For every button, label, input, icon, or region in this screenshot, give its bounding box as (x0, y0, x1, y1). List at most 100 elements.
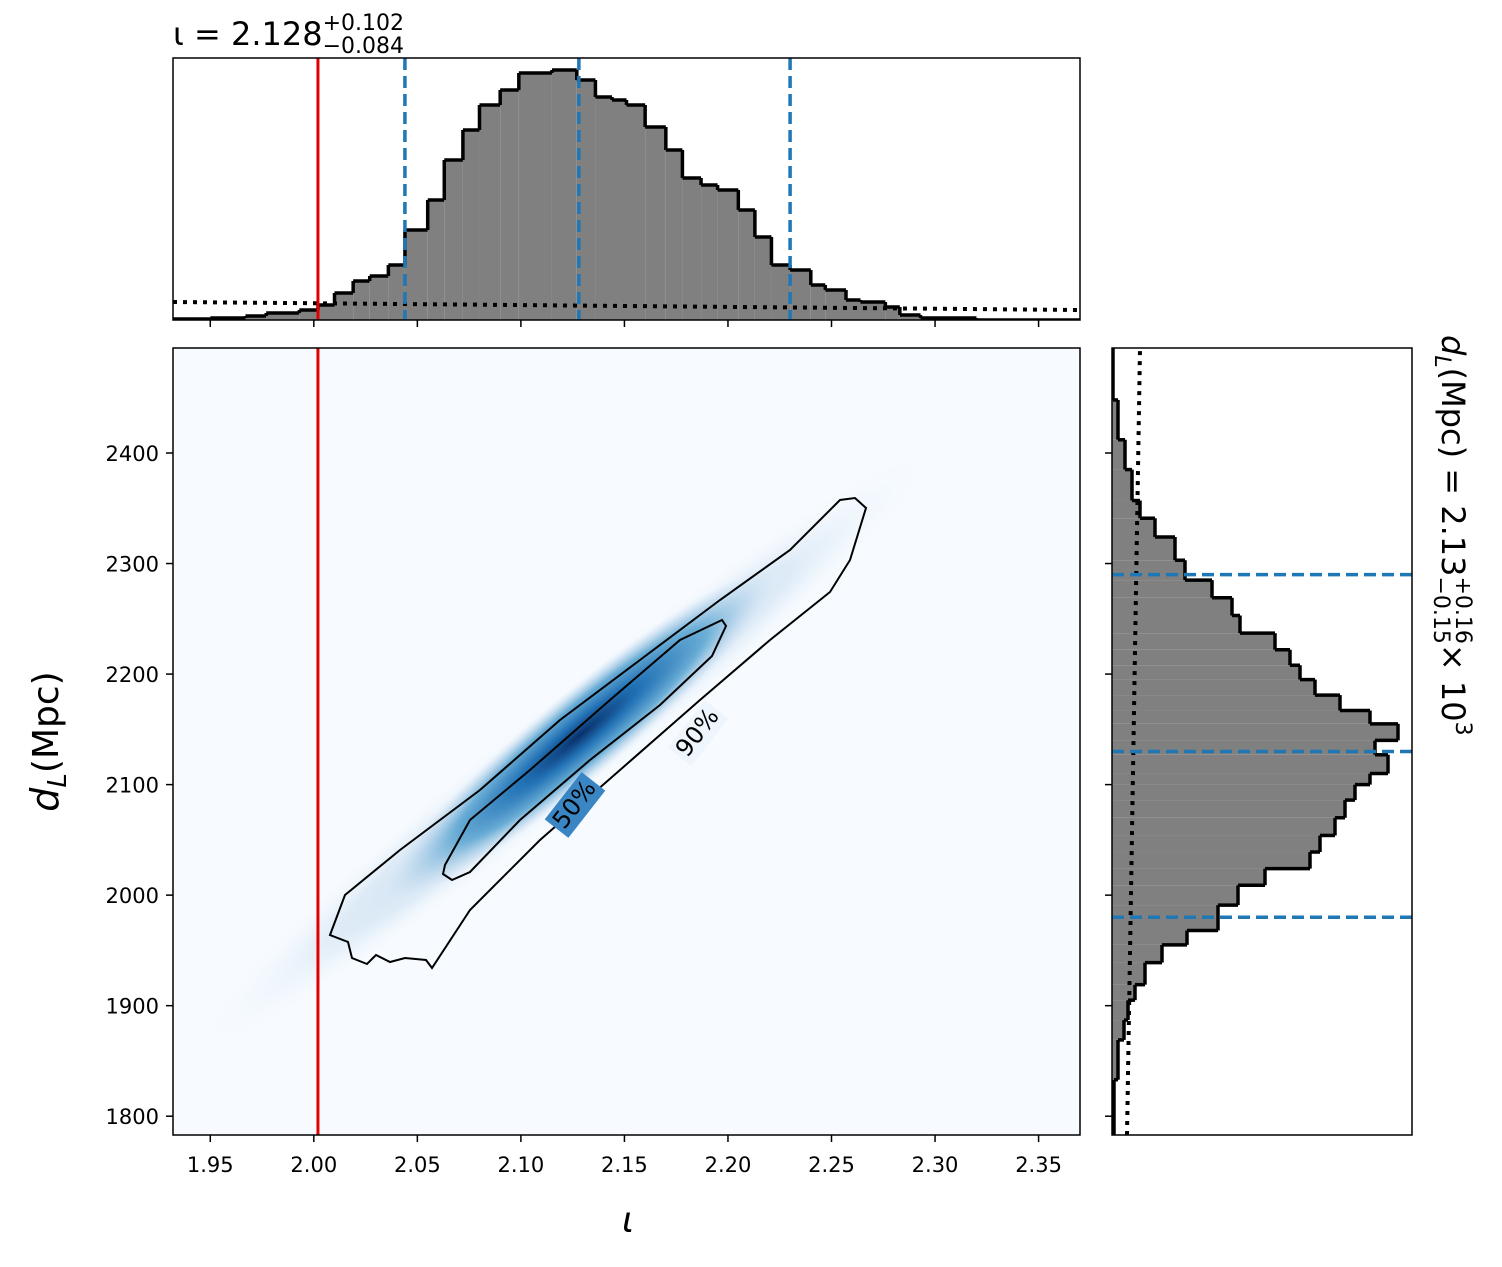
label-sup: +0.16 (1450, 576, 1475, 643)
panel-frame (172, 347, 1081, 1136)
label-sub2: −0.15 (1428, 576, 1453, 643)
y-tick-label: 2300 (106, 553, 159, 577)
hist-bar (1112, 679, 1315, 696)
y-label-sub: L (43, 773, 73, 788)
y-tick-label: 1900 (106, 995, 159, 1019)
hist-bar (1112, 817, 1335, 836)
hist-bar (462, 130, 480, 320)
x-tick-label: 2.35 (1015, 1153, 1062, 1177)
x-tick-label: 2.20 (705, 1153, 752, 1177)
panel-frame (172, 57, 1081, 321)
y-label-rest: (Mpc) (26, 671, 67, 773)
title-text: ι = 2.128 (173, 15, 323, 53)
hist-bar (1112, 633, 1275, 650)
hist-bar (626, 105, 646, 320)
hist-bar (860, 302, 886, 320)
title: ι = 2.128 +0.102−0.084 (173, 11, 404, 59)
hist-bar (682, 178, 702, 320)
hist-bar (266, 313, 300, 320)
x-tick-label: 2.30 (912, 1153, 959, 1177)
hist-bar (1112, 597, 1232, 616)
hist-bar (334, 293, 354, 320)
panel-frame (1111, 347, 1413, 1136)
hist-bar (1112, 852, 1310, 869)
hist-bar (551, 70, 577, 320)
hist-bar (1112, 560, 1185, 581)
prior-line (173, 300, 1080, 312)
title-sub: −0.084 (323, 34, 404, 59)
hist-bar (500, 90, 519, 320)
x-tick-label: 2.00 (290, 1153, 337, 1177)
hist-bar (427, 200, 445, 320)
y-axis-label: dL (Mpc) (23, 671, 73, 811)
label-gap (544, 772, 606, 838)
contour-50 (441, 618, 728, 882)
x-tick-label: 1.95 (187, 1153, 234, 1177)
density-map: 50% 90% (173, 348, 1080, 1135)
hist-bar (1112, 930, 1187, 945)
hist-bar (317, 305, 335, 320)
title-sup: +0.102 (323, 11, 404, 36)
hist-bar (665, 150, 683, 320)
hist-bar (754, 237, 772, 320)
y-tick-label: 2100 (106, 774, 159, 798)
hist-bar (576, 80, 596, 320)
hist-bar (1112, 723, 1398, 741)
x-tick-label: 2.10 (498, 1153, 545, 1177)
hist-bar (518, 73, 552, 320)
hist-bar (369, 276, 389, 320)
hist-bar (771, 265, 791, 320)
hist-bar (1112, 710, 1370, 724)
hist-bar (1112, 773, 1370, 785)
hist-bar (1112, 1020, 1124, 1040)
y-label-d: d (23, 787, 67, 812)
hist-bar (1112, 469, 1132, 501)
hist-bar (1112, 800, 1345, 818)
hist-bar (1112, 885, 1238, 906)
hist-bar (245, 316, 267, 320)
hist-bar (479, 105, 501, 320)
hist-bar (444, 160, 463, 320)
hist-bar (899, 315, 921, 320)
label-rest: (Mpc) = 2.13 (1434, 368, 1472, 577)
hist-bar (299, 310, 318, 320)
top-histogram (173, 58, 1080, 320)
hist-bar (645, 127, 666, 320)
hist-bar (885, 307, 900, 320)
y-tick-label: 2200 (106, 663, 159, 687)
hist-bar (810, 285, 826, 320)
hist-bar (1112, 665, 1300, 680)
hist-bar (1112, 1000, 1128, 1021)
hist-bar (1112, 649, 1290, 666)
hist-bar (404, 230, 428, 320)
x-tick-label: 2.25 (808, 1153, 855, 1177)
hist-bar (388, 265, 405, 320)
hist-bar (595, 97, 613, 320)
hist-bar (1112, 868, 1265, 886)
right-axis-label: dL (Mpc) = 2.13+0.16−0.15 × 103 (1428, 335, 1475, 736)
hist-bar (1112, 399, 1118, 440)
hist-bar (612, 100, 627, 320)
hist-bar (1112, 518, 1155, 538)
hist-bar (717, 190, 739, 320)
contour-90 (328, 496, 868, 970)
hist-bar (738, 210, 755, 320)
prior-line (1125, 348, 1142, 1135)
hist-bar (1112, 615, 1240, 634)
hist-bar (1112, 695, 1340, 711)
label-exp: 3 (1450, 722, 1475, 736)
y-tick-label: 2400 (106, 442, 159, 466)
hist-bar (1112, 537, 1175, 561)
x-tick-label: 2.05 (394, 1153, 441, 1177)
hist-bar (1112, 984, 1135, 1001)
hist-bar (1112, 754, 1388, 774)
y-tick-label: 2000 (106, 884, 159, 908)
hist-bar (1112, 784, 1355, 801)
hist-bar (1112, 580, 1212, 598)
label-sub: L (1429, 355, 1454, 367)
hist-bar (1112, 1039, 1118, 1080)
hist-bar (1112, 835, 1320, 853)
x-axis-label: ι (622, 1200, 634, 1241)
